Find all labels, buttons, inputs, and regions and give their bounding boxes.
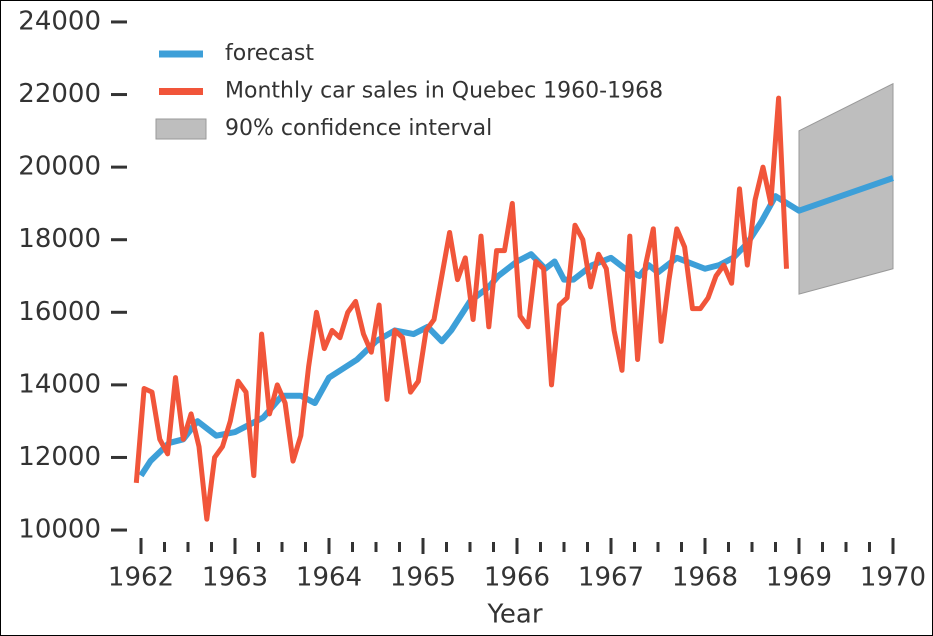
y-tick-label: 16000 <box>18 297 101 327</box>
x-tick-label: 1963 <box>202 563 268 593</box>
x-tick-label: 1962 <box>108 563 174 593</box>
x-tick-label: 1966 <box>484 563 550 593</box>
x-tick-label: 1964 <box>296 563 362 593</box>
y-tick-label: 14000 <box>18 369 101 399</box>
y-tick-label: 22000 <box>18 79 101 109</box>
x-tick-label: 1965 <box>390 563 456 593</box>
series-line <box>133 95 789 522</box>
y-tick-label: 24000 <box>18 6 101 36</box>
y-tick-label: 10000 <box>18 515 101 545</box>
confidence-band <box>798 82 894 295</box>
legend-label: Monthly car sales in Quebec 1960-1968 <box>225 79 663 104</box>
x-tick-label: 1969 <box>766 563 832 593</box>
x-axis-label: Year <box>486 600 542 630</box>
x-tick-label: 1970 <box>860 563 926 593</box>
legend-label: 90% confidence interval <box>225 116 492 141</box>
y-tick-label: 12000 <box>18 442 101 472</box>
x-tick-label: 1967 <box>578 563 644 593</box>
legend-swatch <box>155 118 207 140</box>
y-tick-label: 20000 <box>18 152 101 182</box>
legend-label: forecast <box>225 41 314 66</box>
x-tick-label: 1968 <box>672 563 738 593</box>
y-tick-label: 18000 <box>18 224 101 254</box>
